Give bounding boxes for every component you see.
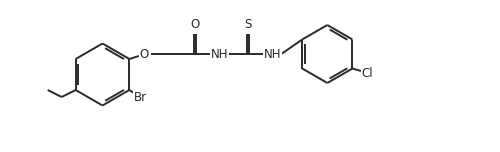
Text: Br: Br [134,92,147,105]
Text: S: S [244,19,252,31]
Text: O: O [190,19,200,31]
Text: NH: NH [264,47,281,60]
Text: Cl: Cl [362,67,374,80]
Text: NH: NH [210,47,228,60]
Text: O: O [140,47,149,60]
